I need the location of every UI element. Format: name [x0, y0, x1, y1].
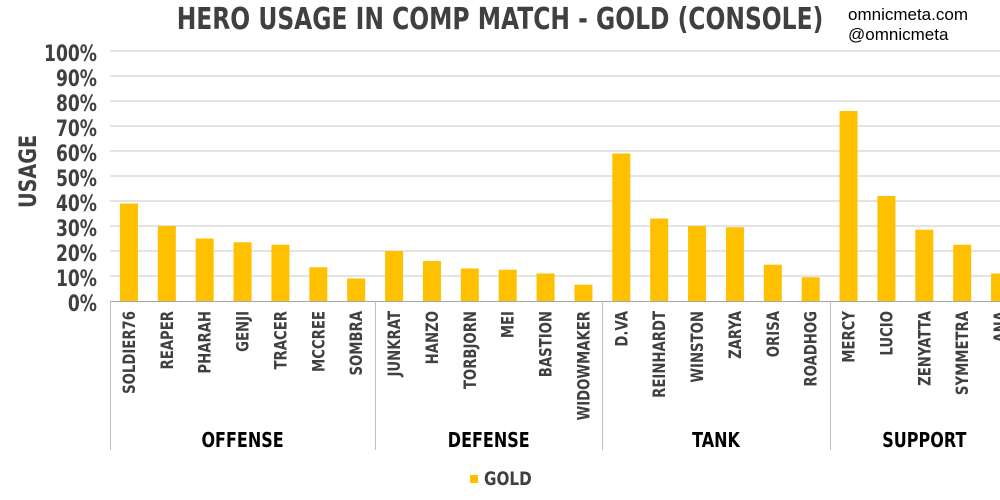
y-tick-label: 40%: [56, 191, 97, 217]
y-tick-label: 0%: [68, 291, 97, 317]
bar: [801, 277, 820, 301]
y-tick-label: 90%: [56, 66, 97, 92]
x-tick-label: D.VA: [612, 311, 632, 347]
bar: [119, 203, 138, 301]
x-tick-label: SOLDIER76: [119, 311, 139, 394]
bar: [612, 153, 631, 301]
y-tick-label: 30%: [56, 216, 97, 242]
x-tick-label: SYMMETRA: [953, 311, 973, 395]
bar: [347, 278, 366, 301]
bar: [422, 261, 441, 301]
x-tick-label: ZARYA: [725, 311, 745, 359]
x-tick-label: JUNKRAT: [384, 310, 404, 377]
x-tick-label: REAPER: [157, 311, 177, 370]
group-label: DEFENSE: [448, 429, 530, 452]
x-tick-label: ANA: [990, 311, 1000, 343]
y-tick-label: 80%: [56, 91, 97, 117]
bar: [688, 226, 707, 301]
x-tick-label: BASTION: [536, 311, 556, 377]
y-tick-label: 10%: [56, 266, 97, 292]
y-tick-label: 20%: [56, 241, 97, 267]
x-tick-label: ROADHOG: [801, 311, 821, 387]
x-tick-label: MCCREE: [309, 311, 329, 372]
x-tick-label: TRACER: [271, 311, 291, 370]
bar: [839, 111, 858, 301]
credit-handle: @omnicmeta: [848, 25, 949, 44]
legend-swatch: [470, 475, 478, 483]
bar: [157, 226, 176, 301]
legend: GOLD: [470, 466, 544, 492]
bar: [460, 268, 479, 301]
x-tick-label: REINHARDT: [650, 310, 670, 397]
x-tick-label: PHARAH: [195, 311, 215, 374]
group-label: OFFENSE: [201, 429, 283, 452]
legend-label: GOLD: [484, 468, 532, 490]
bar: [915, 229, 934, 301]
bar: [309, 267, 328, 301]
bar: [536, 273, 555, 301]
bar: [385, 251, 404, 301]
group-label: SUPPORT: [882, 429, 967, 452]
bar: [725, 227, 744, 301]
bar: [877, 196, 896, 301]
bar: [991, 273, 1000, 301]
x-tick-label: ZENYATTA: [915, 311, 935, 386]
bar: [650, 218, 669, 301]
y-axis-label: USAGE: [14, 134, 42, 208]
bar: [233, 242, 252, 301]
x-tick-label: ORISA: [763, 311, 783, 357]
x-tick-label: GENJI: [233, 311, 253, 352]
y-tick-label: 70%: [56, 116, 97, 142]
credit-website: omnicmeta.com: [848, 5, 968, 24]
y-tick-label: 50%: [56, 166, 97, 192]
chart-title: HERO USAGE IN COMP MATCH - GOLD (CONSOLE…: [176, 2, 824, 37]
y-tick-label: 60%: [56, 141, 97, 167]
bar: [953, 244, 972, 301]
x-tick-label: WINSTON: [687, 311, 707, 383]
x-tick-label: MERCY: [839, 310, 859, 363]
bar: [574, 284, 593, 301]
bar: [195, 238, 214, 301]
x-tick-label: TORBJORN: [460, 311, 480, 389]
x-tick-label: MEI: [498, 311, 518, 338]
x-tick-label: HANZO: [422, 311, 442, 364]
bar: [498, 269, 517, 301]
bar: [763, 264, 782, 301]
group-label: TANK: [692, 429, 741, 452]
y-tick-label: 100%: [44, 41, 97, 67]
bar: [271, 244, 290, 301]
x-tick-label: SOMBRA: [347, 311, 367, 376]
x-tick-label: LUCIO: [877, 311, 897, 356]
x-tick-label: WIDOWMAKER: [574, 311, 594, 421]
